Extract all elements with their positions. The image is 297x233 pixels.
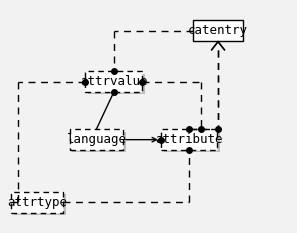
Bar xyxy=(89,74,145,95)
Bar xyxy=(11,192,63,213)
Text: attrtype: attrtype xyxy=(7,196,67,209)
Bar xyxy=(69,129,123,150)
Text: attrvalue: attrvalue xyxy=(80,75,148,88)
Text: language: language xyxy=(66,133,126,146)
Bar xyxy=(72,132,126,152)
Bar xyxy=(164,132,220,152)
Bar xyxy=(161,129,217,150)
Bar xyxy=(193,20,244,41)
Bar xyxy=(86,71,142,92)
Text: attribute: attribute xyxy=(155,133,223,146)
Text: catentry: catentry xyxy=(188,24,248,37)
Bar xyxy=(14,194,66,215)
